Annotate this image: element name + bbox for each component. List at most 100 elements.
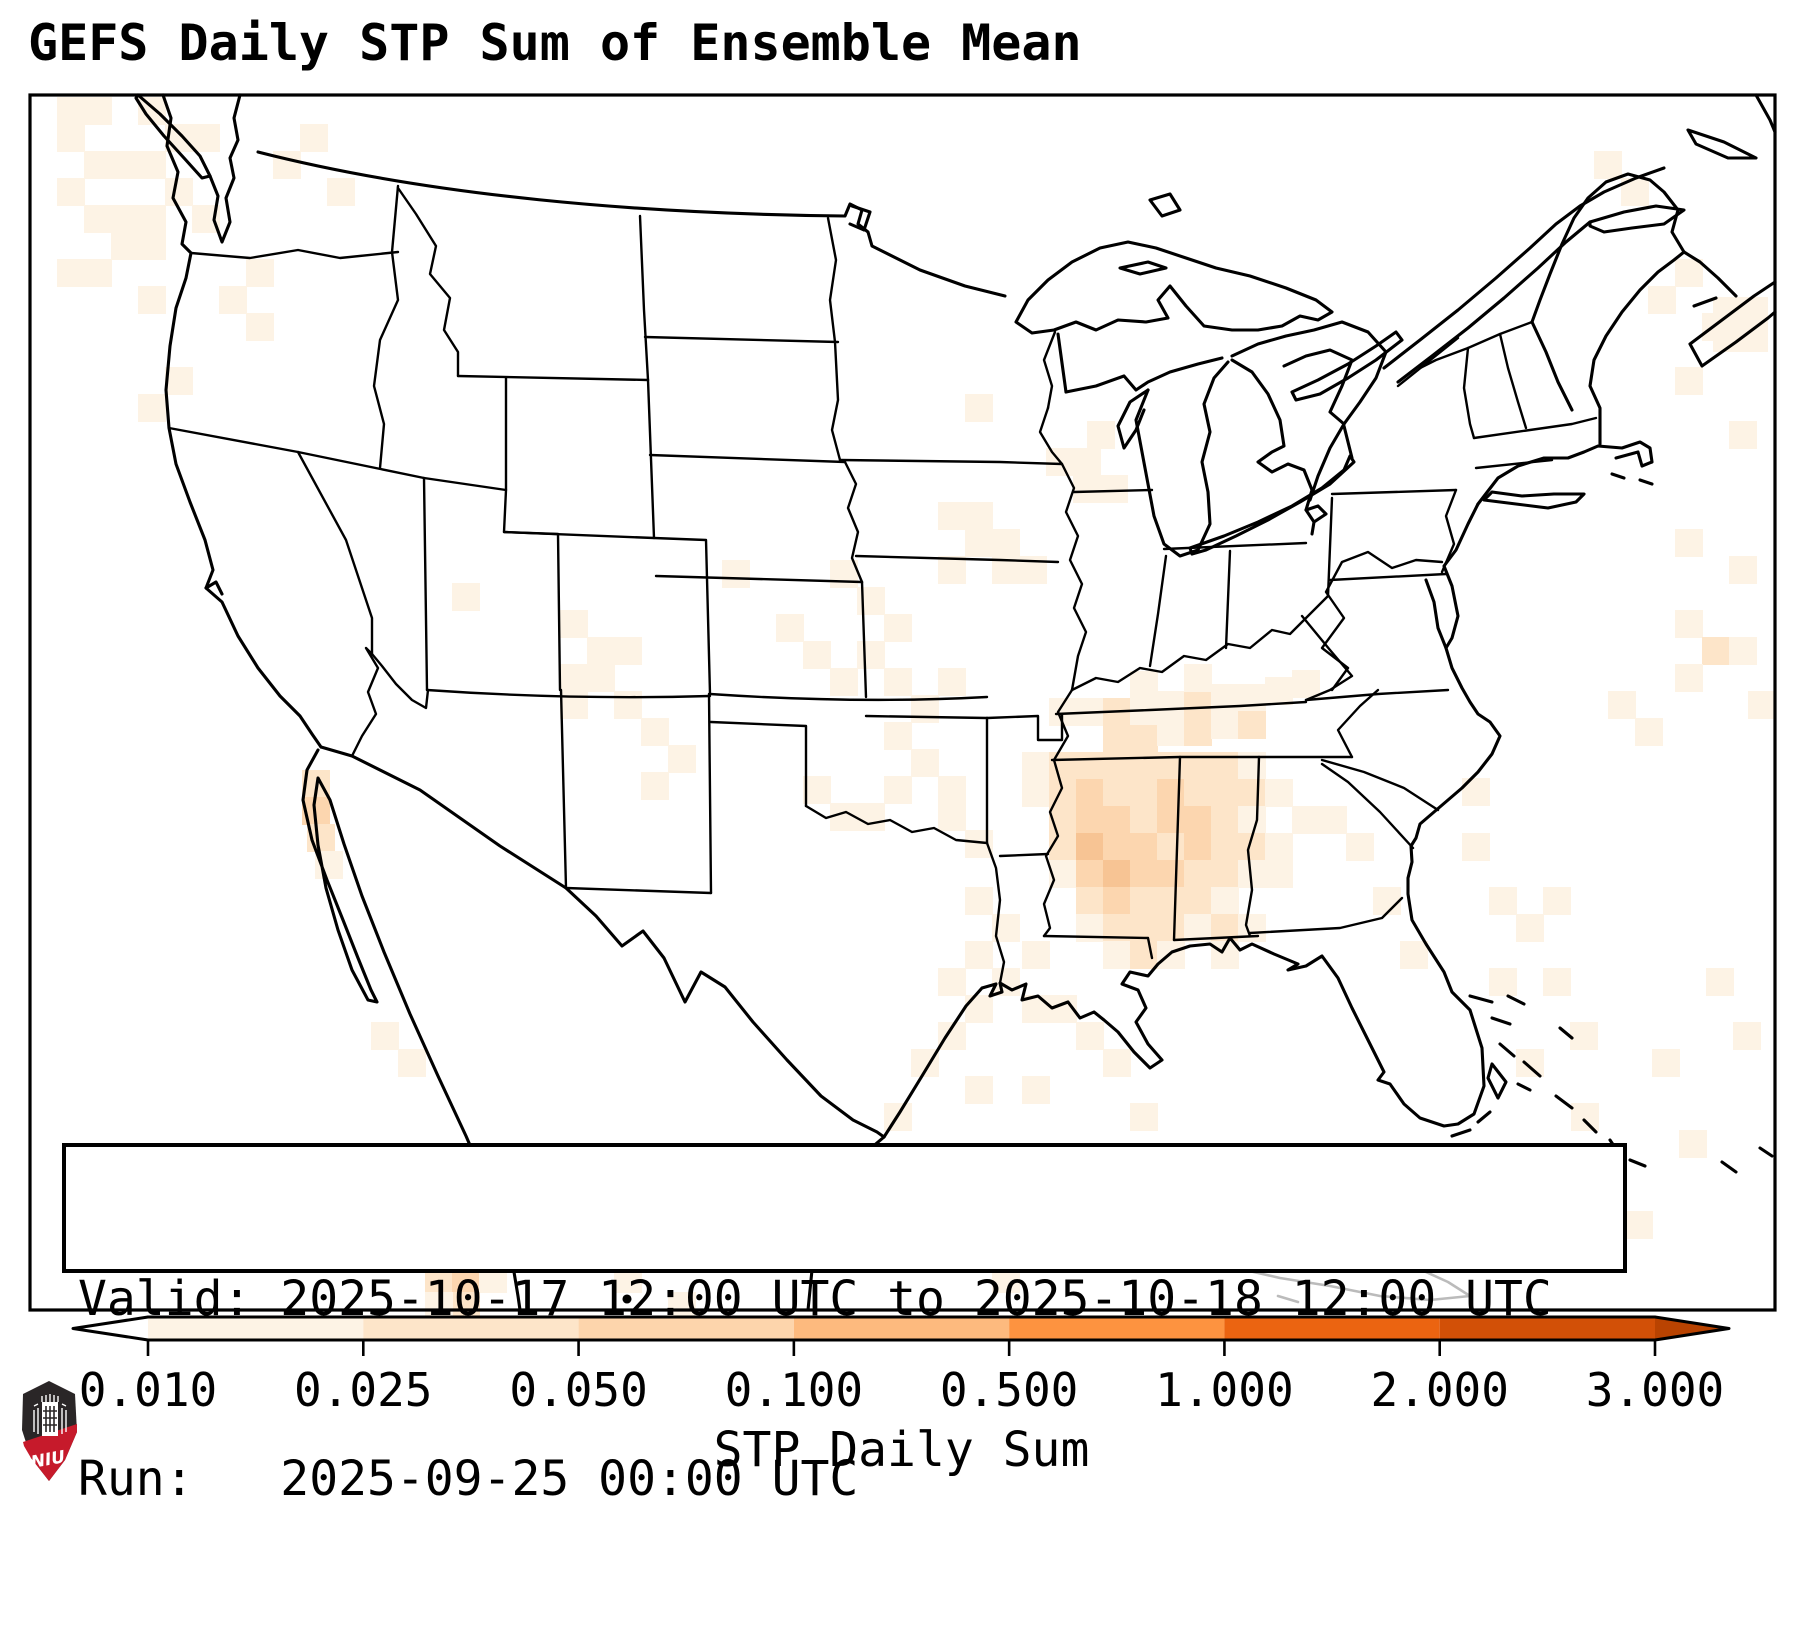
stp-cell	[965, 995, 993, 1023]
stp-cell	[1652, 1049, 1680, 1077]
stp-cell	[1265, 779, 1293, 807]
stp-cell	[138, 232, 166, 260]
stp-cell	[327, 178, 355, 206]
stp-cell	[1543, 968, 1571, 996]
stp-cell	[219, 286, 247, 314]
stp-cell	[1211, 779, 1239, 807]
niu-red-band	[23, 1424, 77, 1481]
stp-cell	[1103, 860, 1131, 888]
stp-cell	[1049, 833, 1077, 861]
stp-cell	[1103, 941, 1131, 969]
stp-cell	[57, 259, 85, 287]
stp-cell	[1292, 806, 1320, 834]
stp-cell	[425, 1292, 453, 1320]
stp-cell	[138, 394, 166, 422]
stp-cell	[965, 1076, 993, 1104]
stp-cell	[1076, 779, 1104, 807]
stp-cell	[560, 610, 588, 638]
stp-cell	[1130, 806, 1158, 834]
stp-cell	[1103, 779, 1131, 807]
stp-cell	[1729, 421, 1757, 449]
stp-cell	[668, 1292, 696, 1320]
stp-cell	[1489, 968, 1517, 996]
colorbar-segment	[1439, 1317, 1655, 1340]
stp-cell	[1702, 637, 1730, 665]
stp-cell	[1130, 941, 1158, 969]
stp-cell	[1157, 779, 1185, 807]
stp-cell	[965, 394, 993, 422]
stp-cell	[1373, 887, 1401, 915]
stp-cell	[1211, 711, 1239, 739]
stp-cell	[1211, 833, 1239, 861]
stp-cell	[1157, 691, 1185, 719]
stp-cell	[830, 560, 858, 588]
stp-cell	[1157, 860, 1185, 888]
stp-cell	[1103, 887, 1131, 915]
colorbar-tick-label: 0.025	[294, 1363, 432, 1417]
stp-cell	[776, 614, 804, 642]
stp-cell	[138, 286, 166, 314]
stp-cell	[938, 556, 966, 584]
stp-cell	[938, 803, 966, 831]
stp-cell	[830, 668, 858, 696]
niu-logo: NIU	[22, 1381, 77, 1481]
stp-cell	[138, 205, 166, 233]
stp-cell	[1157, 887, 1185, 915]
stp-cell	[1706, 968, 1734, 996]
stp-cell	[1211, 887, 1239, 915]
stp-cell	[1184, 718, 1212, 746]
state-borders	[167, 184, 1598, 985]
stp-cell	[1184, 806, 1212, 834]
stp-cell	[1130, 833, 1158, 861]
stp-cell	[1462, 833, 1490, 861]
stp-cell	[165, 367, 193, 395]
stp-cell	[1087, 421, 1115, 449]
stp-cell	[1729, 556, 1757, 584]
colorbar-tick-label: 0.500	[940, 1363, 1078, 1417]
stp-cell	[1103, 833, 1131, 861]
stp-cell	[992, 968, 1020, 996]
stp-cell	[57, 97, 85, 125]
figure-canvas: { "title": "GEFS Daily STP Sum of Ensemb…	[22, 14, 1777, 1507]
stp-cell	[1594, 151, 1622, 179]
stp-cell	[1022, 779, 1050, 807]
stp-cell	[641, 718, 669, 746]
colorbar-segment	[148, 1317, 364, 1340]
stp-cell	[1076, 1022, 1104, 1050]
stp-cell	[1238, 779, 1266, 807]
stp-cell	[938, 968, 966, 996]
map-frame	[28, 93, 1777, 1312]
stp-cell	[84, 97, 112, 125]
stp-cell	[1346, 833, 1374, 861]
stp-cell	[1130, 1103, 1158, 1131]
stp-cell	[452, 583, 480, 611]
stp-cell	[138, 151, 166, 179]
colorbar-label: STP Daily Sum	[713, 1422, 1090, 1478]
colorbar-tick-label: 1.000	[1155, 1363, 1293, 1417]
stp-cell	[1400, 941, 1428, 969]
stp-cell	[1130, 779, 1158, 807]
stp-cell	[1103, 752, 1131, 780]
stp-cell	[1675, 259, 1703, 287]
stp-cell	[560, 664, 588, 692]
stp-cell	[884, 776, 912, 804]
stp-cell	[1076, 806, 1104, 834]
stp-cell	[165, 178, 193, 206]
stp-cell	[1184, 860, 1212, 888]
stp-cell	[57, 178, 85, 206]
stp-cell	[884, 614, 912, 642]
stp-cell	[1675, 610, 1703, 638]
stp-cell	[1265, 677, 1293, 705]
stp-cell	[1608, 691, 1636, 719]
stp-cell	[668, 745, 696, 773]
stp-cell	[587, 664, 615, 692]
stp-cell	[1265, 833, 1293, 861]
stp-cell	[452, 1292, 480, 1320]
stp-cell	[1103, 806, 1131, 834]
colorbar-tick-label: 0.100	[725, 1363, 863, 1417]
stp-cell	[84, 151, 112, 179]
stp-cell	[1625, 1211, 1653, 1239]
stp-cell	[1648, 286, 1676, 314]
stp-cell	[1675, 529, 1703, 557]
colorbar-segment	[578, 1317, 794, 1340]
